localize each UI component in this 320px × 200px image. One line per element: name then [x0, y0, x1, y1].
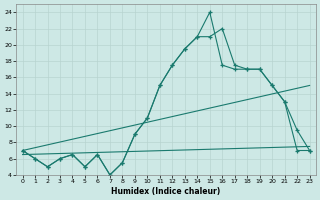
X-axis label: Humidex (Indice chaleur): Humidex (Indice chaleur): [111, 187, 221, 196]
